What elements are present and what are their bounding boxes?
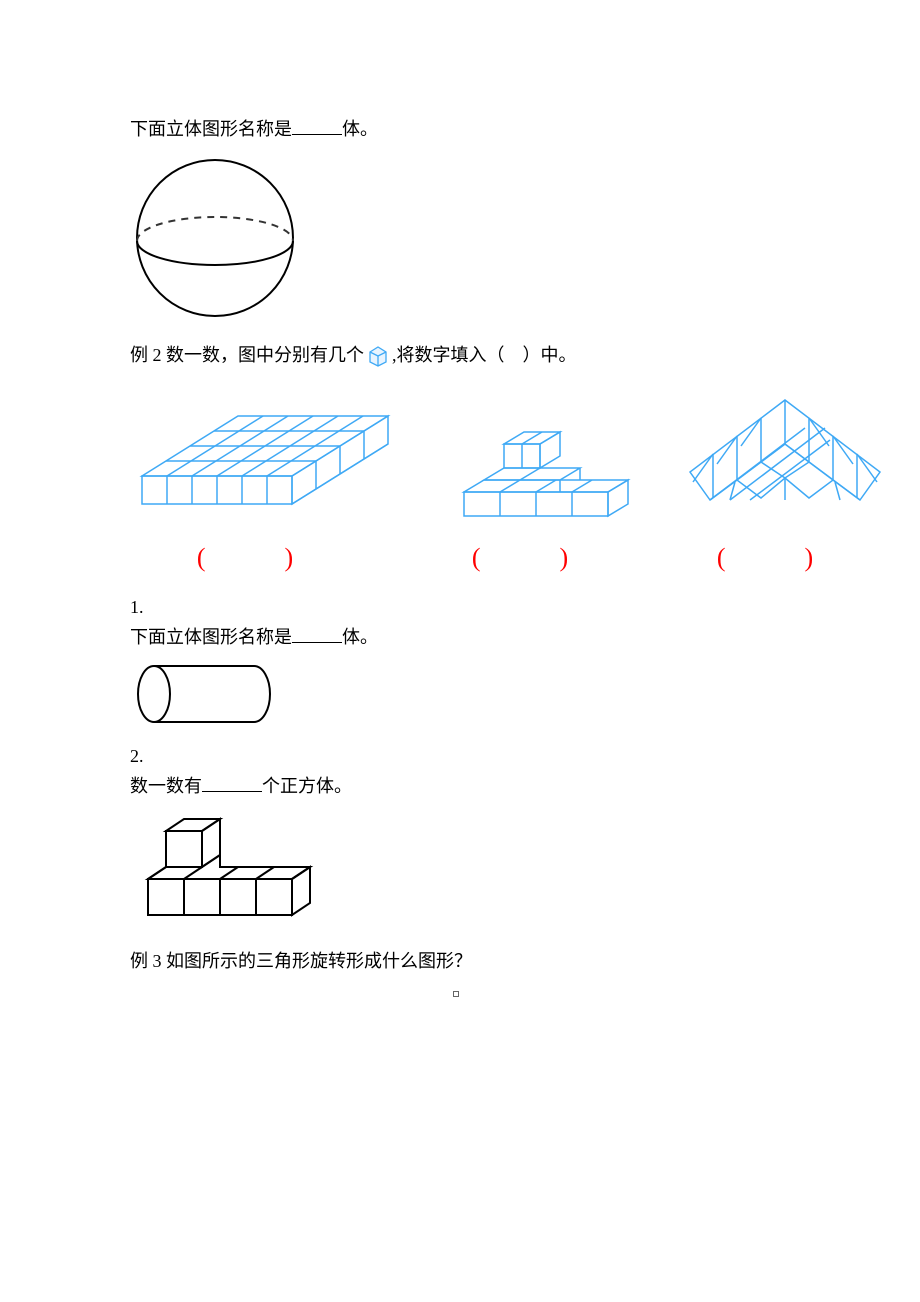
cylinder-icon [130, 659, 280, 729]
sub1-post: 体。 [342, 627, 378, 647]
ex2-text: 例 2 数一数，图中分别有几个 ,将数字填入（ ）中。 [130, 340, 790, 377]
q1-text: 下面立体图形名称是 体。 [130, 114, 790, 145]
cube-slab-icon [130, 404, 400, 524]
ex2-fig-3 [680, 394, 890, 529]
paren-2: ( ) [440, 543, 640, 573]
sphere-figure [130, 153, 790, 328]
sub2-text: 数一数有 个正方体。 [130, 771, 790, 802]
q1-pre: 下面立体图形名称是 [130, 119, 292, 139]
ex3-text: 例 3 如图所示的三角形旋转形成什么图形？ [130, 946, 790, 977]
ex2-post: ,将数字填入（ ）中。 [392, 345, 577, 365]
sub1-pre: 下面立体图形名称是 [130, 627, 292, 647]
ex2-figures-row [130, 394, 890, 529]
sub1-blank [292, 623, 342, 643]
sub2-post: 个正方体。 [262, 776, 352, 796]
ex2-pre: 例 2 数一数，图中分别有几个 [130, 345, 364, 365]
sub2-num: 2. [130, 746, 790, 767]
lcube-figure [130, 807, 790, 932]
small-cube-icon [366, 343, 390, 377]
square-marker-icon [453, 991, 459, 997]
sub1-num: 1. [130, 597, 790, 618]
sphere-icon [130, 153, 300, 323]
sub1-text: 下面立体图形名称是 体。 [130, 622, 790, 653]
paren-3: ( ) [680, 543, 890, 573]
sub2-blank [202, 772, 262, 792]
lcube-icon [130, 807, 330, 927]
sub2-pre: 数一数有 [130, 776, 202, 796]
q1-post: 体。 [342, 119, 378, 139]
cylinder-figure [130, 659, 790, 734]
ex2-parens-row: ( ) ( ) ( ) [130, 543, 890, 573]
ex2-fig-2 [440, 414, 640, 529]
cube-step-icon [440, 414, 640, 524]
q1-blank [292, 115, 342, 135]
cube-pyramid-icon [680, 394, 890, 524]
ex2-fig-1 [130, 404, 400, 529]
footer-marker [130, 985, 790, 1003]
paren-1: ( ) [130, 543, 400, 573]
